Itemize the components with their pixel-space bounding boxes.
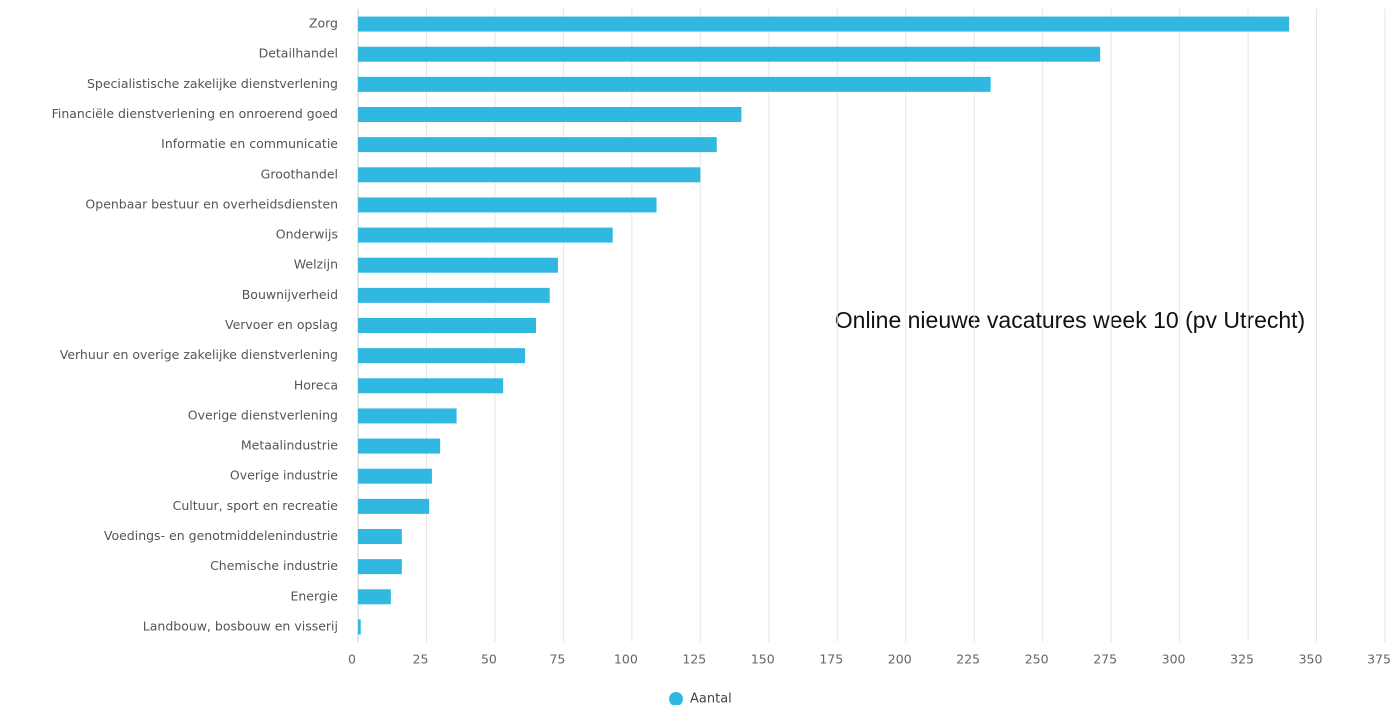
y-tick-label: Verhuur en overige zakelijke dienstverle… (60, 347, 338, 362)
x-tick-label: 200 (888, 652, 912, 667)
x-tick-label: 350 (1299, 652, 1323, 667)
x-tick-label: 25 (413, 652, 429, 667)
legend-label: Aantal (690, 692, 732, 706)
x-tick-label: 0 (348, 652, 356, 667)
bar (358, 46, 1101, 62)
bar (358, 619, 361, 635)
legend-marker (669, 692, 683, 706)
bar (358, 76, 991, 92)
x-tick-label: 300 (1162, 652, 1186, 667)
y-tick-label: Openbaar bestuur en overheidsdiensten (85, 196, 338, 211)
x-tick-label: 75 (549, 652, 565, 667)
y-tick-label: Financiële dienstverlening en onroerend … (52, 106, 338, 121)
y-tick-label: Chemische industrie (210, 558, 338, 573)
bar (358, 167, 701, 183)
bar (358, 197, 657, 213)
bar (358, 227, 613, 243)
y-tick-label: Metaalindustrie (241, 438, 338, 453)
bar (358, 378, 504, 394)
x-tick-label: 125 (682, 652, 706, 667)
y-tick-label: Specialistische zakelijke dienstverlenin… (87, 76, 338, 91)
bar (358, 287, 550, 303)
y-tick-label: Horeca (294, 377, 338, 392)
bar (358, 408, 457, 424)
y-tick-label: Voedings- en genotmiddelenindustrie (104, 528, 338, 543)
bar (358, 529, 402, 544)
y-tick-label: Onderwijs (276, 227, 338, 242)
y-tick-label: Zorg (309, 16, 338, 31)
x-tick-label: 100 (614, 652, 638, 667)
bar (358, 589, 391, 605)
bar (358, 468, 432, 484)
x-tick-label: 150 (751, 652, 775, 667)
bar (358, 498, 430, 514)
y-tick-label: Overige dienstverlening (188, 407, 338, 422)
y-tick-label: Detailhandel (259, 46, 338, 61)
bar (358, 348, 526, 364)
x-tick-label: 225 (956, 652, 980, 667)
y-tick-label: Cultuur, sport en recreatie (173, 498, 339, 513)
x-tick-label: 50 (481, 652, 497, 667)
x-tick-label: 175 (819, 652, 843, 667)
bar (358, 137, 717, 153)
bar (358, 257, 558, 273)
y-tick-label: Welzijn (294, 257, 338, 272)
y-tick-label: Overige industrie (230, 468, 338, 483)
y-tick-label: Energie (290, 588, 338, 603)
bar (358, 16, 1290, 32)
y-tick-label: Vervoer en opslag (225, 317, 338, 332)
bar (358, 559, 402, 575)
bar (358, 107, 742, 122)
x-tick-label: 275 (1093, 652, 1117, 667)
annotation: Online nieuwe vacatures week 10 (pv Utre… (835, 307, 1305, 333)
bar (358, 318, 537, 333)
y-tick-label: Informatie en communicatie (161, 136, 338, 151)
y-tick-label: Bouwnijverheid (242, 287, 338, 302)
x-tick-label: 375 (1367, 652, 1391, 667)
y-tick-label: Groothandel (261, 166, 338, 181)
bar (358, 438, 441, 454)
x-tick-label: 325 (1230, 652, 1254, 667)
x-tick-label: 250 (1025, 652, 1049, 667)
y-tick-label: Landbouw, bosbouw en visserij (143, 618, 338, 633)
